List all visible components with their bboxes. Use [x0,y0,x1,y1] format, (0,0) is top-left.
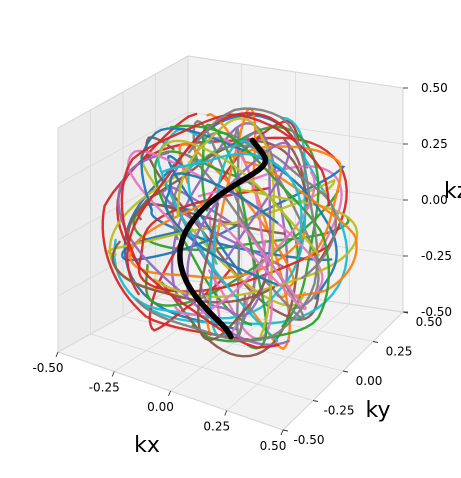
y-tick-4 [402,311,409,314]
x-tick-label-1: -0.25 [89,381,120,395]
z-tick-label-4: 0.50 [421,81,448,95]
grid-z-4 [57,55,404,129]
trajectories [101,107,359,358]
trajectory-32 [206,125,320,328]
trajectory-27 [232,127,247,338]
z-tick-label-1: -0.25 [421,249,452,263]
trajectory-0 [123,113,309,331]
x-tick-1 [111,371,115,377]
x-tick-4 [280,429,284,436]
trajectory-35 [126,139,310,247]
trajectory-55 [196,202,267,342]
y-axis-label: ky [366,398,391,423]
x-tick-3 [224,410,228,416]
y-tick-0 [282,429,289,432]
trajectory-39 [156,127,279,342]
z-tick-label-3: 0.25 [421,137,448,151]
trajectory-53 [120,113,331,349]
trajectory-58 [157,139,320,257]
x-tick-label-4: 0.50 [260,439,287,453]
y-tick-2 [342,370,349,373]
y-tick-label-0: -0.50 [293,433,324,447]
y-tick-label-1: -0.25 [323,404,354,418]
x-tick-label-0: -0.50 [32,361,63,375]
highlighted-trajectory [177,137,269,340]
y-tick-label-3: 0.25 [386,345,413,359]
x-tick-label-3: 0.25 [203,420,230,434]
y-tick-3 [372,341,379,343]
z-tick-label-0: -0.50 [421,305,452,319]
grid-y-3 [155,74,374,342]
grid-y-2 [122,92,344,372]
y-tick-label-4: 0.50 [416,315,443,329]
trajectory-59 [160,152,303,243]
trajectory-36 [126,149,324,294]
trajectory-51 [244,160,358,297]
z-tick-label-2: 0.00 [421,193,448,207]
x-axis-label: kx [134,433,160,458]
trajectory-41 [230,145,342,261]
trajectory-30 [166,154,245,277]
x-tick-2 [168,390,171,397]
x-tick-label-2: 0.00 [147,400,174,414]
trajectory-23 [101,112,250,341]
x-tick-0 [55,351,59,358]
trajectory-56 [216,218,308,311]
y-tick-label-2: 0.00 [356,374,383,388]
z-axis-label: kz [444,179,461,204]
grid-y-1 [90,110,314,401]
ticks: -0.50 -0.50 -0.50 -0.25 -0.25 -0.25 0.00 0.00 0.… [32,81,452,453]
y-tick-1 [312,400,319,402]
trajectory-57 [135,107,319,343]
trajectory-45 [111,240,276,304]
